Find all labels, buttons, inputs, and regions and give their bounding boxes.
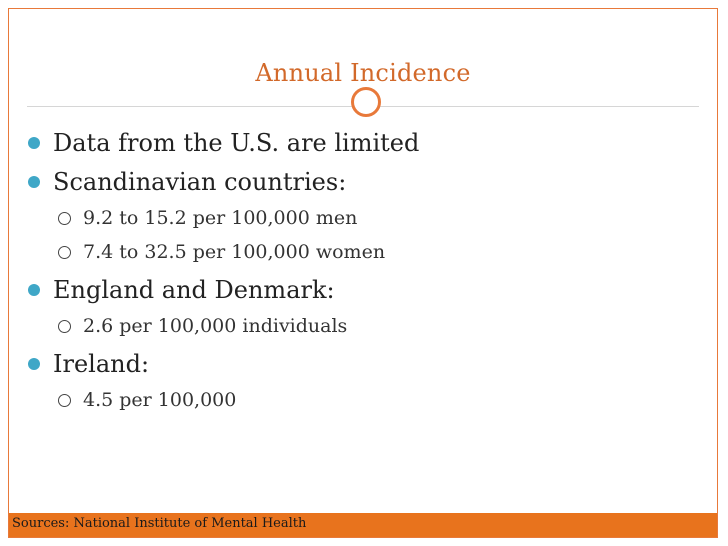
sub-list-item: 9.2 to 15.2 per 100,000 men — [23, 201, 697, 235]
bullet-list: Data from the U.S. are limited Scandinav… — [23, 122, 697, 417]
sub-list-item-text: 7.4 to 32.5 per 100,000 women — [83, 241, 386, 263]
footer-bar: Sources: National Institute of Mental He… — [9, 513, 717, 537]
bullet-dot-icon — [28, 283, 40, 296]
list-item: Data from the U.S. are limited — [23, 124, 697, 161]
slide: Annual Incidence Data from the U.S. are … — [8, 8, 718, 538]
list-item: Scandinavian countries: — [23, 163, 697, 200]
list-item-text: Ireland: — [53, 349, 150, 378]
bullet-ring-icon — [58, 245, 71, 259]
bullet-ring-icon — [58, 211, 71, 225]
bullet-ring-icon — [58, 393, 71, 407]
sub-list-item-text: 2.6 per 100,000 individuals — [83, 315, 348, 337]
bullet-dot-icon — [28, 357, 40, 370]
bullet-dot-icon — [28, 175, 40, 188]
list-item-text: Data from the U.S. are limited — [53, 128, 420, 157]
sub-list-item: 4.5 per 100,000 — [23, 383, 697, 417]
sub-list-item-text: 4.5 per 100,000 — [83, 389, 237, 411]
list-item: England and Denmark: — [23, 271, 697, 308]
footer-source-text: Sources: National Institute of Mental He… — [12, 516, 307, 531]
sub-list-item: 7.4 to 32.5 per 100,000 women — [23, 235, 697, 269]
sub-list-item: 2.6 per 100,000 individuals — [23, 309, 697, 343]
title-ring-ornament — [351, 87, 381, 117]
bullet-ring-icon — [58, 319, 71, 333]
sub-list-item-text: 9.2 to 15.2 per 100,000 men — [83, 207, 358, 229]
list-item: Ireland: — [23, 345, 697, 382]
list-item-text: England and Denmark: — [53, 275, 335, 304]
slide-title: Annual Incidence — [255, 59, 471, 87]
list-item-text: Scandinavian countries: — [53, 167, 347, 196]
bullet-dot-icon — [28, 136, 40, 149]
